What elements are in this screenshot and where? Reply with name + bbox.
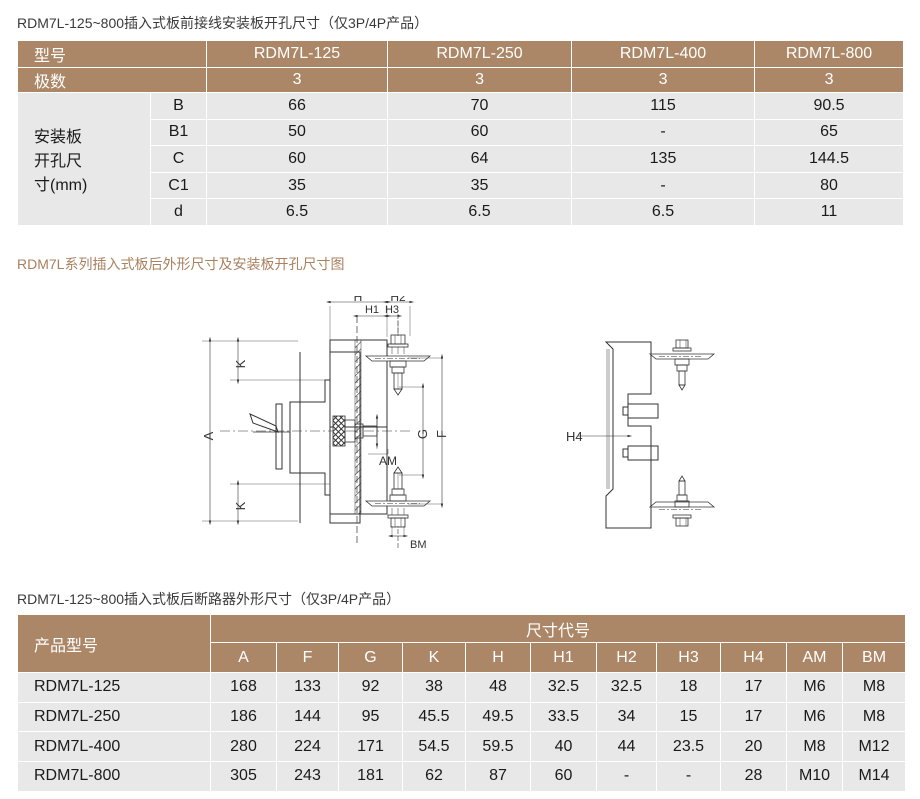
svg-text:H: H	[354, 296, 363, 304]
svg-text:K: K	[233, 359, 248, 368]
svg-text:H4: H4	[566, 429, 583, 444]
svg-text:K: K	[233, 501, 248, 510]
svg-text:AM: AM	[379, 454, 397, 468]
svg-text:A: A	[201, 431, 216, 440]
svg-text:G: G	[415, 429, 430, 439]
svg-text:H2: H2	[390, 296, 406, 304]
svg-text:BM: BM	[410, 539, 427, 551]
svg-text:H1: H1	[365, 304, 379, 316]
svg-text:F: F	[434, 430, 449, 438]
svg-text:H3: H3	[385, 304, 399, 316]
